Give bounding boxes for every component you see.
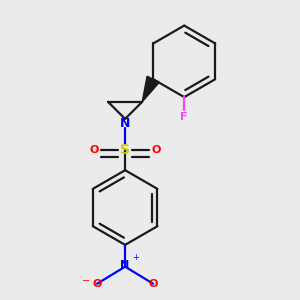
Text: O: O [92,279,102,289]
Text: S: S [120,143,130,157]
Text: N: N [120,117,130,130]
Text: N: N [121,260,130,270]
Text: O: O [89,145,99,155]
Polygon shape [142,76,159,102]
Text: F: F [181,112,188,122]
Text: −: − [82,276,90,286]
Text: O: O [148,279,158,289]
Text: O: O [152,145,161,155]
Text: +: + [133,253,140,262]
